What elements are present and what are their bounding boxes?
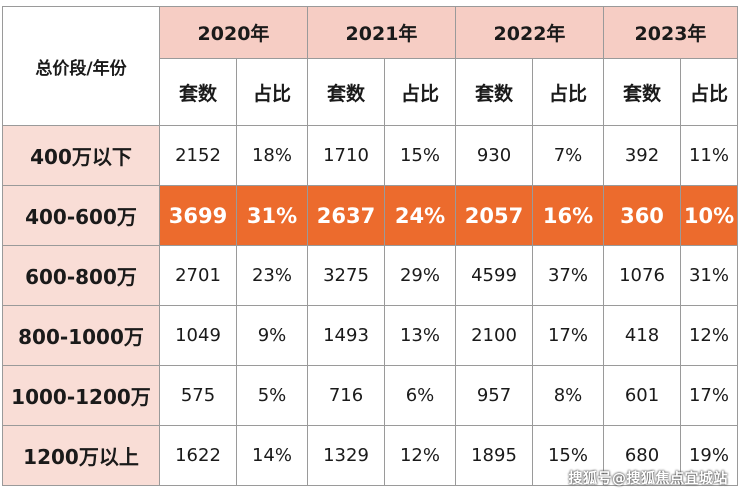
count-cell: 418 — [603, 305, 681, 366]
count-cell: 716 — [307, 365, 385, 426]
sub-header-share: 占比 — [236, 58, 308, 126]
year-header-2022: 2022年 — [455, 5, 604, 60]
table-row: 600-800万 2701 23% 3275 29% 4599 37% 1076 31% — [2, 245, 738, 306]
table-row: 800-1000万 1049 9% 1493 13% 2100 17% 418 12% — [2, 305, 738, 366]
share-cell: 16% — [532, 185, 604, 246]
count-cell: 2637 — [307, 185, 385, 246]
share-cell: 8% — [532, 365, 604, 426]
share-cell: 5% — [236, 365, 308, 426]
count-cell: 1049 — [159, 305, 237, 366]
count-cell: 575 — [159, 365, 237, 426]
share-cell: 24% — [384, 185, 456, 246]
count-cell: 1622 — [159, 425, 237, 486]
count-cell: 1329 — [307, 425, 385, 486]
count-cell: 2100 — [455, 305, 533, 366]
table-row: 400万以下 2152 18% 1710 15% 930 7% 392 11% — [2, 125, 738, 186]
count-cell: 3699 — [159, 185, 237, 246]
share-cell: 29% — [384, 245, 456, 306]
share-cell: 31% — [680, 245, 738, 306]
sub-header-share: 占比 — [680, 58, 738, 126]
share-cell: 23% — [236, 245, 308, 306]
share-cell: 18% — [236, 125, 308, 186]
share-cell: 12% — [680, 305, 738, 366]
share-cell: 15% — [532, 425, 604, 486]
year-header-2020: 2020年 — [159, 5, 308, 60]
share-cell: 6% — [384, 365, 456, 426]
share-cell: 19% — [680, 425, 738, 486]
year-header-2021: 2021年 — [307, 5, 456, 60]
count-cell: 360 — [603, 185, 681, 246]
sub-header-count: 套数 — [455, 58, 533, 126]
share-cell: 17% — [680, 365, 738, 426]
count-cell: 1710 — [307, 125, 385, 186]
share-cell: 15% — [384, 125, 456, 186]
share-cell: 13% — [384, 305, 456, 366]
sub-header-count: 套数 — [603, 58, 681, 126]
table-row: 1000-1200万 575 5% 716 6% 957 8% 601 17% — [2, 365, 738, 426]
row-label: 400万以下 — [2, 125, 160, 186]
table-row: 1200万以上 1622 14% 1329 12% 1895 15% 680 19% — [2, 425, 738, 486]
row-label: 400-600万 — [2, 185, 160, 246]
watermark: 搜狐号@搜狐焦点宜城站 — [568, 471, 728, 487]
table-row: 400-600万 3699 31% 2637 24% 2057 16% 360 10% — [2, 185, 738, 246]
price-range-table: 总价段/年份 2020年 2021年 2022年 2023年 套数 占比 套数 … — [2, 5, 738, 486]
row-label: 1000-1200万 — [2, 365, 160, 426]
share-cell: 7% — [532, 125, 604, 186]
count-cell: 4599 — [455, 245, 533, 306]
row-label: 800-1000万 — [2, 305, 160, 366]
share-cell: 17% — [532, 305, 604, 366]
count-cell: 680 — [603, 425, 681, 486]
share-cell: 14% — [236, 425, 308, 486]
share-cell: 37% — [532, 245, 604, 306]
share-cell: 9% — [236, 305, 308, 366]
share-cell: 10% — [680, 185, 738, 246]
row-label: 600-800万 — [2, 245, 160, 306]
sub-header-row: 套数 占比 套数 占比 套数 占比 套数 占比 — [3, 58, 738, 126]
share-cell: 31% — [236, 185, 308, 246]
count-cell: 2057 — [455, 185, 533, 246]
sub-header-count: 套数 — [307, 58, 385, 126]
count-cell: 392 — [603, 125, 681, 186]
count-cell: 2152 — [159, 125, 237, 186]
row-label: 1200万以上 — [2, 425, 160, 486]
count-cell: 1493 — [307, 305, 385, 366]
count-cell: 601 — [603, 365, 681, 426]
count-cell: 930 — [455, 125, 533, 186]
count-cell: 1076 — [603, 245, 681, 306]
count-cell: 1895 — [455, 425, 533, 486]
count-cell: 957 — [455, 365, 533, 426]
corner-label: 总价段/年份 — [2, 6, 160, 126]
count-cell: 3275 — [307, 245, 385, 306]
share-cell: 11% — [680, 125, 738, 186]
sub-header-share: 占比 — [384, 58, 456, 126]
year-header-2023: 2023年 — [603, 5, 738, 60]
sub-header-share: 占比 — [532, 58, 604, 126]
share-cell: 12% — [384, 425, 456, 486]
count-cell: 2701 — [159, 245, 237, 306]
sub-header-count: 套数 — [159, 58, 237, 126]
